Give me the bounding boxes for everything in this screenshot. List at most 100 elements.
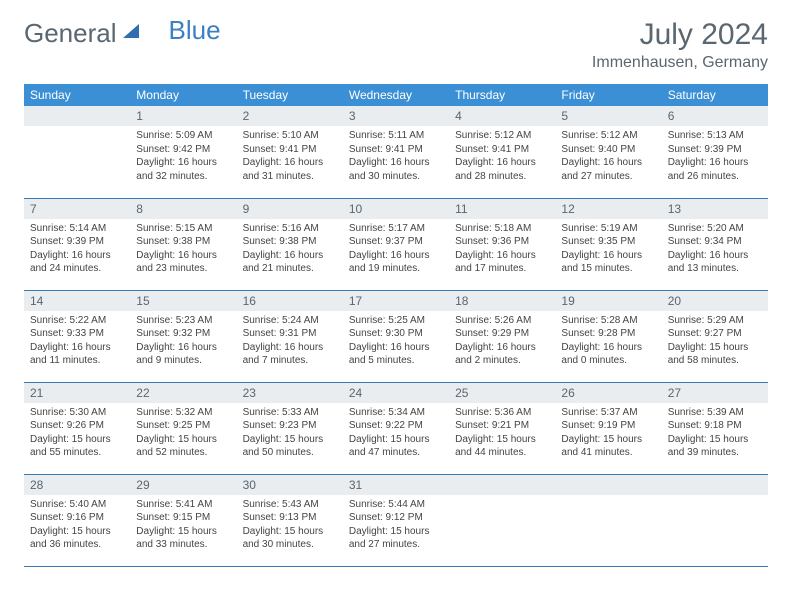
sunset-text: Sunset: 9:41 PM (243, 143, 337, 157)
calendar-cell: 16Sunrise: 5:24 AMSunset: 9:31 PMDayligh… (237, 290, 343, 382)
daylight-text-2: and 30 minutes. (349, 170, 443, 184)
calendar-cell: 8Sunrise: 5:15 AMSunset: 9:38 PMDaylight… (130, 198, 236, 290)
calendar-header-row: SundayMondayTuesdayWednesdayThursdayFrid… (24, 84, 768, 106)
daylight-text-1: Daylight: 15 hours (30, 433, 124, 447)
day-number-empty (662, 475, 768, 495)
calendar-week-row: 14Sunrise: 5:22 AMSunset: 9:33 PMDayligh… (24, 290, 768, 382)
daylight-text-2: and 44 minutes. (455, 446, 549, 460)
day-details: Sunrise: 5:23 AMSunset: 9:32 PMDaylight:… (130, 311, 236, 374)
daylight-text-2: and 26 minutes. (668, 170, 762, 184)
daylight-text-1: Daylight: 16 hours (136, 156, 230, 170)
day-number: 20 (662, 291, 768, 311)
day-details: Sunrise: 5:28 AMSunset: 9:28 PMDaylight:… (555, 311, 661, 374)
calendar-body: 1Sunrise: 5:09 AMSunset: 9:42 PMDaylight… (24, 106, 768, 566)
logo-triangle-icon (119, 18, 141, 49)
day-number: 22 (130, 383, 236, 403)
calendar-cell: 18Sunrise: 5:26 AMSunset: 9:29 PMDayligh… (449, 290, 555, 382)
sunset-text: Sunset: 9:21 PM (455, 419, 549, 433)
sunrise-text: Sunrise: 5:26 AM (455, 314, 549, 328)
daylight-text-1: Daylight: 15 hours (243, 433, 337, 447)
calendar-cell: 10Sunrise: 5:17 AMSunset: 9:37 PMDayligh… (343, 198, 449, 290)
sunrise-text: Sunrise: 5:37 AM (561, 406, 655, 420)
day-details: Sunrise: 5:11 AMSunset: 9:41 PMDaylight:… (343, 126, 449, 189)
day-number: 8 (130, 199, 236, 219)
calendar-cell: 27Sunrise: 5:39 AMSunset: 9:18 PMDayligh… (662, 382, 768, 474)
calendar-cell: 19Sunrise: 5:28 AMSunset: 9:28 PMDayligh… (555, 290, 661, 382)
calendar-cell: 28Sunrise: 5:40 AMSunset: 9:16 PMDayligh… (24, 474, 130, 566)
day-details: Sunrise: 5:19 AMSunset: 9:35 PMDaylight:… (555, 219, 661, 282)
sunset-text: Sunset: 9:25 PM (136, 419, 230, 433)
day-number: 13 (662, 199, 768, 219)
sunrise-text: Sunrise: 5:25 AM (349, 314, 443, 328)
calendar-cell: 29Sunrise: 5:41 AMSunset: 9:15 PMDayligh… (130, 474, 236, 566)
day-number: 31 (343, 475, 449, 495)
day-number: 10 (343, 199, 449, 219)
daylight-text-2: and 31 minutes. (243, 170, 337, 184)
day-details: Sunrise: 5:37 AMSunset: 9:19 PMDaylight:… (555, 403, 661, 466)
day-details: Sunrise: 5:20 AMSunset: 9:34 PMDaylight:… (662, 219, 768, 282)
sunrise-text: Sunrise: 5:36 AM (455, 406, 549, 420)
calendar-week-row: 28Sunrise: 5:40 AMSunset: 9:16 PMDayligh… (24, 474, 768, 566)
calendar-cell: 21Sunrise: 5:30 AMSunset: 9:26 PMDayligh… (24, 382, 130, 474)
sunrise-text: Sunrise: 5:28 AM (561, 314, 655, 328)
sunrise-text: Sunrise: 5:18 AM (455, 222, 549, 236)
daylight-text-2: and 27 minutes. (349, 538, 443, 552)
calendar-cell (555, 474, 661, 566)
calendar-cell: 15Sunrise: 5:23 AMSunset: 9:32 PMDayligh… (130, 290, 236, 382)
day-details: Sunrise: 5:18 AMSunset: 9:36 PMDaylight:… (449, 219, 555, 282)
daylight-text-1: Daylight: 16 hours (349, 156, 443, 170)
sunset-text: Sunset: 9:23 PM (243, 419, 337, 433)
daylight-text-1: Daylight: 16 hours (668, 249, 762, 263)
daylight-text-1: Daylight: 15 hours (668, 341, 762, 355)
sunrise-text: Sunrise: 5:09 AM (136, 129, 230, 143)
day-details: Sunrise: 5:30 AMSunset: 9:26 PMDaylight:… (24, 403, 130, 466)
day-details: Sunrise: 5:33 AMSunset: 9:23 PMDaylight:… (237, 403, 343, 466)
calendar-cell: 24Sunrise: 5:34 AMSunset: 9:22 PMDayligh… (343, 382, 449, 474)
calendar-week-row: 1Sunrise: 5:09 AMSunset: 9:42 PMDaylight… (24, 106, 768, 198)
location-label: Immenhausen, Germany (592, 54, 768, 72)
day-number: 21 (24, 383, 130, 403)
daylight-text-1: Daylight: 16 hours (561, 249, 655, 263)
sunset-text: Sunset: 9:22 PM (349, 419, 443, 433)
day-number: 30 (237, 475, 343, 495)
calendar-cell: 31Sunrise: 5:44 AMSunset: 9:12 PMDayligh… (343, 474, 449, 566)
day-details: Sunrise: 5:41 AMSunset: 9:15 PMDaylight:… (130, 495, 236, 558)
day-number: 17 (343, 291, 449, 311)
day-details: Sunrise: 5:36 AMSunset: 9:21 PMDaylight:… (449, 403, 555, 466)
calendar-cell (662, 474, 768, 566)
day-number: 14 (24, 291, 130, 311)
day-number-empty (24, 106, 130, 126)
sunset-text: Sunset: 9:16 PM (30, 511, 124, 525)
sunset-text: Sunset: 9:12 PM (349, 511, 443, 525)
calendar-cell: 3Sunrise: 5:11 AMSunset: 9:41 PMDaylight… (343, 106, 449, 198)
sunrise-text: Sunrise: 5:39 AM (668, 406, 762, 420)
calendar-cell: 7Sunrise: 5:14 AMSunset: 9:39 PMDaylight… (24, 198, 130, 290)
daylight-text-1: Daylight: 16 hours (349, 249, 443, 263)
daylight-text-1: Daylight: 15 hours (561, 433, 655, 447)
calendar-cell: 23Sunrise: 5:33 AMSunset: 9:23 PMDayligh… (237, 382, 343, 474)
month-title: July 2024 (592, 18, 768, 52)
daylight-text-1: Daylight: 16 hours (30, 341, 124, 355)
calendar-cell: 26Sunrise: 5:37 AMSunset: 9:19 PMDayligh… (555, 382, 661, 474)
day-number: 2 (237, 106, 343, 126)
daylight-text-2: and 7 minutes. (243, 354, 337, 368)
sunrise-text: Sunrise: 5:24 AM (243, 314, 337, 328)
sunset-text: Sunset: 9:39 PM (668, 143, 762, 157)
calendar-cell: 4Sunrise: 5:12 AMSunset: 9:41 PMDaylight… (449, 106, 555, 198)
daylight-text-2: and 39 minutes. (668, 446, 762, 460)
day-number: 18 (449, 291, 555, 311)
weekday-header: Wednesday (343, 84, 449, 106)
daylight-text-2: and 11 minutes. (30, 354, 124, 368)
sunset-text: Sunset: 9:35 PM (561, 235, 655, 249)
day-number: 4 (449, 106, 555, 126)
calendar-cell (449, 474, 555, 566)
day-details: Sunrise: 5:44 AMSunset: 9:12 PMDaylight:… (343, 495, 449, 558)
daylight-text-2: and 33 minutes. (136, 538, 230, 552)
calendar-cell: 9Sunrise: 5:16 AMSunset: 9:38 PMDaylight… (237, 198, 343, 290)
sunrise-text: Sunrise: 5:13 AM (668, 129, 762, 143)
day-number: 1 (130, 106, 236, 126)
day-number-empty (449, 475, 555, 495)
daylight-text-1: Daylight: 16 hours (668, 156, 762, 170)
day-number: 29 (130, 475, 236, 495)
daylight-text-2: and 30 minutes. (243, 538, 337, 552)
